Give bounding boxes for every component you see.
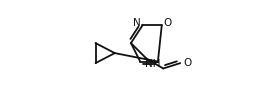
Text: O: O: [183, 58, 192, 68]
Text: O: O: [163, 18, 171, 28]
Text: N: N: [133, 18, 141, 28]
Text: NH: NH: [145, 59, 160, 69]
